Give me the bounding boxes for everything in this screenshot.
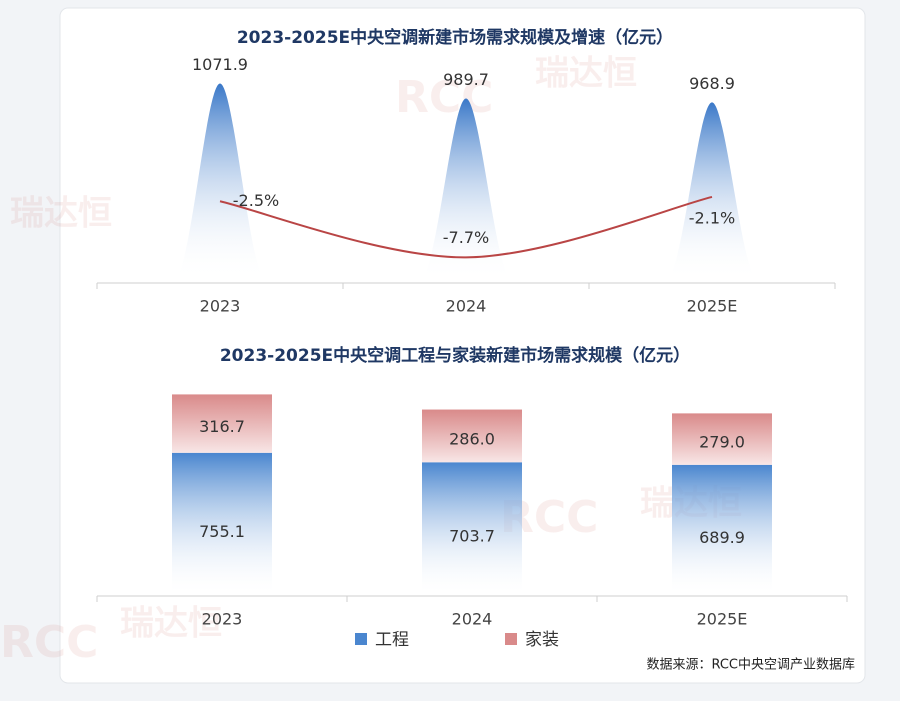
data-label: 755.1 <box>199 522 245 541</box>
bar-segment <box>672 464 772 592</box>
bar <box>666 102 758 280</box>
x-tick-label: 2024 <box>446 297 487 316</box>
x-tick-label: 2025E <box>697 610 748 629</box>
watermark: RCC <box>395 72 493 123</box>
data-label: 989.7 <box>443 70 489 89</box>
data-label: -2.5% <box>233 191 279 210</box>
bar-segment <box>172 452 272 592</box>
growth-line <box>219 195 713 259</box>
legend-swatch <box>505 633 517 645</box>
x-tick-label: 2023 <box>200 297 241 316</box>
bar <box>420 98 512 281</box>
chart-title: 2023-2025E中央空调新建市场需求规模及增速（亿元） <box>237 27 673 48</box>
data-label: 279.0 <box>699 433 745 452</box>
data-label: 689.9 <box>699 528 745 547</box>
x-tick-label: 2024 <box>452 610 493 629</box>
x-tick-label: 2025E <box>687 297 738 316</box>
watermark: 瑞达恒 <box>10 194 112 234</box>
watermark: 瑞达恒 <box>535 54 637 94</box>
data-label: 703.7 <box>449 527 495 546</box>
data-label: 316.7 <box>199 417 245 436</box>
watermark: 瑞达恒 <box>120 604 222 644</box>
data-label: -2.1% <box>689 208 735 227</box>
legend-label: 工程 <box>375 630 409 650</box>
data-label: 968.9 <box>689 74 735 93</box>
legend-label: 家装 <box>525 630 559 650</box>
data-label: 1071.9 <box>192 55 248 74</box>
bar-segment <box>172 394 272 453</box>
legend-swatch <box>355 633 367 645</box>
bar <box>174 83 266 280</box>
watermark: RCC <box>0 617 98 668</box>
source: 数据来源：RCC中央空调产业数据库 <box>646 657 855 673</box>
x-tick-label: 2023 <box>202 610 243 629</box>
bar-segment <box>422 462 522 592</box>
bar-segment <box>422 409 522 463</box>
bar-segment <box>672 413 772 465</box>
chart-title: 2023-2025E中央空调工程与家装新建市场需求规模（亿元） <box>220 345 690 366</box>
data-label: 286.0 <box>449 429 495 448</box>
data-label: -7.7% <box>443 228 489 247</box>
